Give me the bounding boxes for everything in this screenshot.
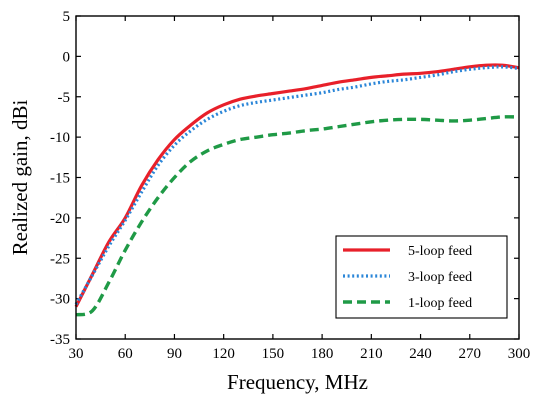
legend-label-3: 1-loop feed bbox=[408, 296, 472, 311]
y-tick-label: -30 bbox=[50, 292, 70, 308]
plot-frame bbox=[75, 15, 520, 340]
x-axis-title: Frequency, MHz bbox=[227, 370, 368, 394]
x-tick-label: 90 bbox=[167, 346, 182, 362]
x-tick-label: 300 bbox=[508, 346, 531, 362]
legend-label-1: 5-loop feed bbox=[408, 244, 472, 259]
y-axis-title: Realized gain, dBi bbox=[8, 99, 32, 255]
legend-box bbox=[335, 235, 508, 319]
series-line-2 bbox=[74, 65, 520, 306]
series-layer bbox=[74, 63, 520, 317]
y-tick-label: 0 bbox=[63, 49, 71, 65]
series-line-1 bbox=[74, 63, 520, 308]
y-tick-label: -15 bbox=[50, 171, 70, 187]
x-tick-label: 30 bbox=[69, 346, 84, 362]
x-tick-label: 270 bbox=[459, 346, 482, 362]
series-line-3 bbox=[75, 115, 520, 317]
x-axis-ticks: 30 60 90 120 150 180 210 240 270 300 bbox=[69, 16, 531, 362]
x-tick-label: 150 bbox=[262, 346, 285, 362]
x-tick-label: 240 bbox=[409, 346, 432, 362]
y-tick-label: -20 bbox=[50, 211, 70, 227]
y-tick-label: 5 bbox=[63, 9, 71, 25]
x-tick-label: 180 bbox=[311, 346, 334, 362]
y-tick-label: -35 bbox=[50, 332, 70, 348]
y-axis-ticks: 5 0 -5 -10 -15 -20 -25 -30 -35 bbox=[50, 9, 519, 348]
y-tick-label: -25 bbox=[50, 251, 70, 267]
legend-label-2: 3-loop feed bbox=[408, 270, 472, 285]
x-tick-label: 60 bbox=[118, 346, 133, 362]
x-tick-label: 120 bbox=[212, 346, 235, 362]
y-tick-label: -5 bbox=[58, 90, 71, 106]
legend: 5-loop feed 3-loop feed 1-loop feed bbox=[335, 235, 508, 319]
x-tick-label: 210 bbox=[360, 346, 383, 362]
y-tick-label: -10 bbox=[50, 130, 70, 146]
